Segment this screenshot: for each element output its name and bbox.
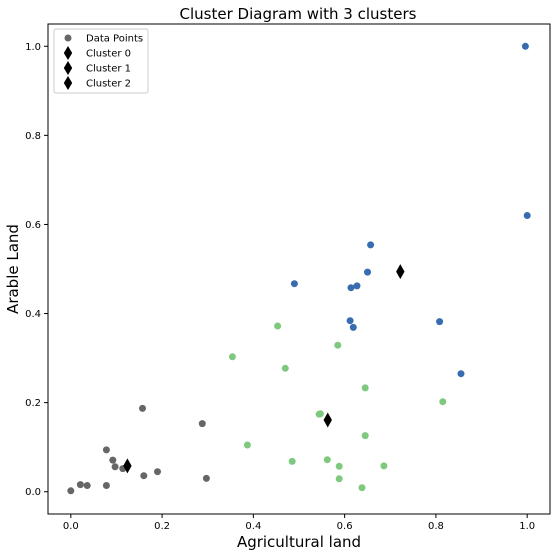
x-tick-label: 0.8	[428, 521, 444, 532]
data-point	[109, 456, 117, 464]
data-point	[364, 268, 371, 276]
x-tick-label: 0.0	[63, 521, 79, 532]
cluster-2-centroid	[396, 264, 405, 280]
data-point	[67, 487, 75, 495]
legend-marker-cluster-2	[63, 76, 73, 90]
data-point	[274, 322, 282, 330]
data-point	[290, 280, 298, 288]
data-point	[457, 370, 465, 378]
legend-label: Cluster 1	[86, 64, 131, 75]
data-point	[361, 432, 369, 440]
x-axis-title: Agricultural land	[237, 533, 361, 551]
data-point	[367, 241, 375, 249]
legend-marker-cluster-1	[63, 61, 73, 75]
data-point	[202, 474, 210, 482]
data-point	[140, 472, 148, 480]
data-point	[346, 317, 354, 325]
x-tick-label: 0.6	[337, 521, 353, 532]
y-tick-label: 0.2	[25, 398, 41, 409]
cluster-1-centroid	[323, 412, 332, 428]
y-tick-label: 0.6	[25, 220, 41, 231]
plot-frame	[47, 23, 551, 515]
data-point	[102, 446, 110, 454]
data-point	[347, 284, 355, 292]
data-point	[83, 482, 91, 489]
legend-box	[53, 28, 149, 94]
x-tick-label: 0.2	[154, 521, 170, 532]
data-point	[316, 410, 324, 418]
plot-area	[67, 42, 531, 495]
chart-title: Cluster Diagram with 3 clusters	[180, 5, 417, 23]
y-tick-label: 0.8	[25, 131, 41, 142]
data-point	[102, 482, 110, 489]
legend-label: Data Points	[86, 34, 143, 45]
data-point	[521, 42, 529, 50]
data-point	[335, 475, 343, 483]
data-point	[243, 441, 251, 449]
data-point	[76, 481, 84, 489]
data-point	[353, 282, 361, 290]
data-point	[281, 364, 289, 372]
y-tick-label: 0.0	[25, 487, 41, 498]
y-tick-label: 0.4	[25, 309, 41, 320]
legend-label: Cluster 2	[86, 79, 131, 90]
legend-marker-data-points	[64, 34, 72, 42]
data-point	[380, 462, 388, 470]
data-point	[523, 212, 531, 219]
data-point	[335, 462, 343, 470]
data-point	[439, 398, 447, 406]
data-point	[111, 463, 119, 471]
data-point	[334, 341, 342, 349]
data-point	[198, 420, 206, 428]
data-point	[358, 484, 366, 492]
data-point	[436, 318, 444, 326]
data-point	[349, 323, 357, 331]
data-point	[288, 457, 296, 465]
data-point	[154, 468, 161, 476]
data-point	[323, 456, 331, 464]
legend-marker-cluster-0	[63, 46, 73, 60]
data-point	[228, 353, 236, 361]
y-tick-label: 1.0	[25, 42, 41, 53]
axes: 0.0 0.2 0.4 0.6 0.8 1.0 0.0 0.2 0.4 0.6 0.8 1.0	[25, 23, 551, 532]
x-tick-label: 0.4	[245, 521, 261, 532]
cluster-0-centroid	[123, 458, 132, 474]
legend-label: Cluster 0	[86, 49, 131, 60]
y-axis-title: Arable Land	[4, 224, 22, 314]
x-tick-label: 1.0	[519, 521, 535, 532]
data-point	[361, 384, 369, 392]
legend: Data Points Cluster 0 Cluster 1 Cluster 2	[53, 28, 149, 94]
data-point	[139, 404, 146, 412]
